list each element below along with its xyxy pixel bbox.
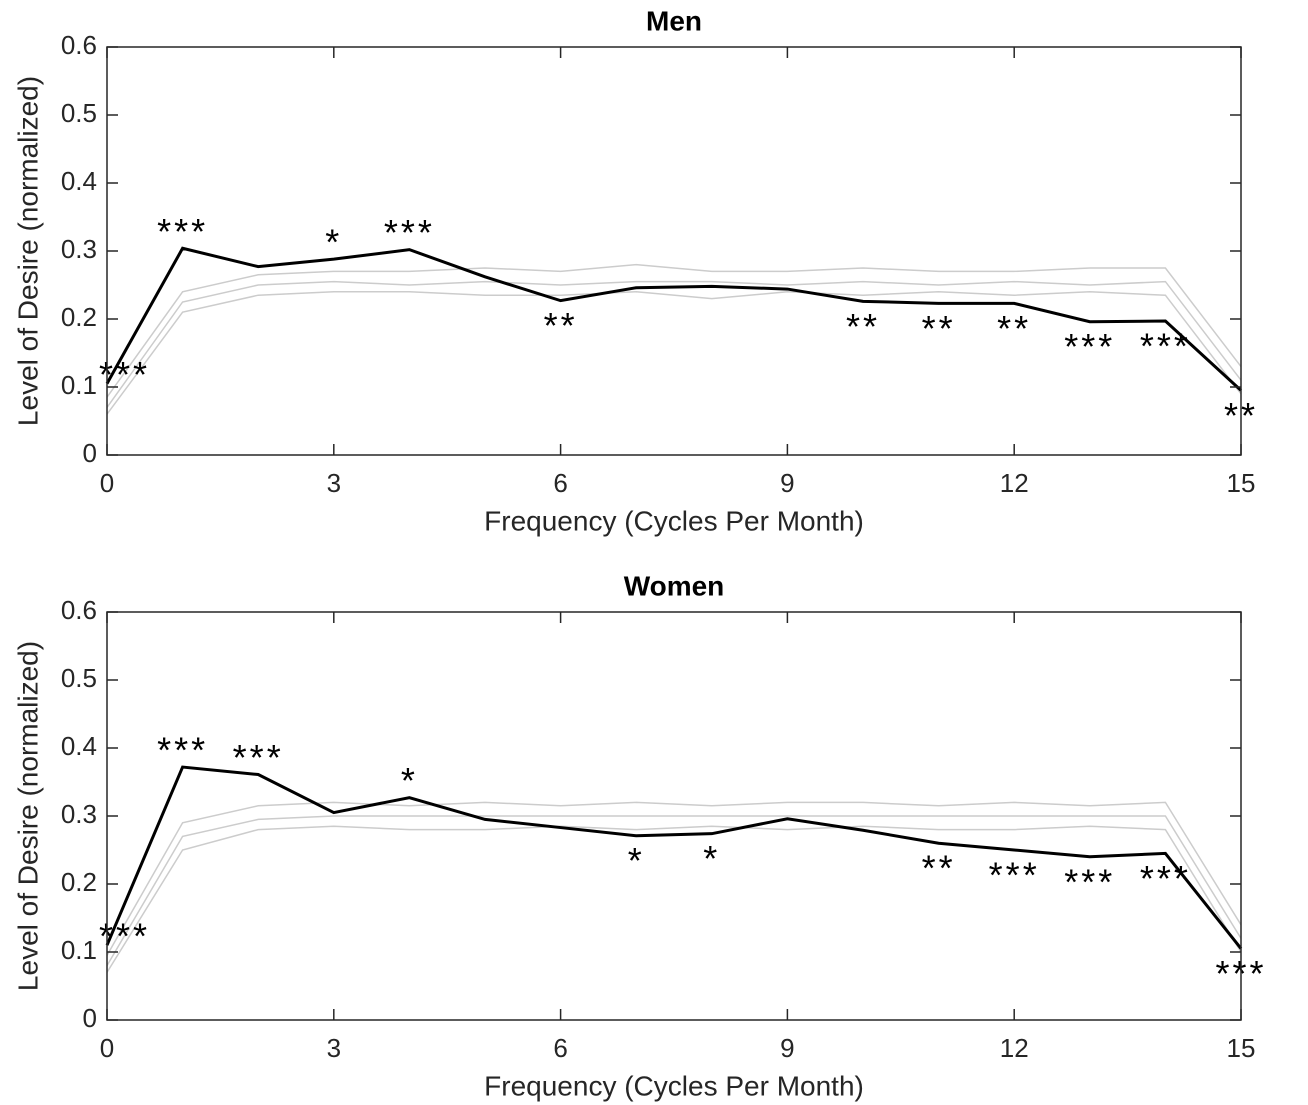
y-tick-label: 0.3 [61,234,97,264]
significance-label: ** [997,308,1031,349]
x-tick-label: 0 [100,1033,114,1063]
x-tick-label: 3 [327,1033,341,1063]
significance-label: *** [157,730,208,771]
y-axis-label: Level of Desire (normalized) [12,641,43,991]
chart-title: Men [646,5,702,36]
significance-label: * [703,838,720,879]
x-tick-label: 12 [1000,1033,1029,1063]
significance-label: *** [1215,953,1266,994]
significance-label: *** [384,212,435,253]
y-tick-label: 0.5 [61,663,97,693]
significance-label: * [401,760,418,801]
x-tick-label: 9 [780,1033,794,1063]
significance-label: *** [1064,326,1115,367]
significance-label: *** [1140,858,1191,899]
null-line [106,280,1242,408]
null-line [106,815,1242,966]
significance-label: ** [1224,395,1258,436]
y-tick-label: 0.3 [61,799,97,829]
x-tick-label: 6 [553,468,567,498]
x-axis-label: Frequency (Cycles Per Month) [484,505,864,536]
x-tick-label: 3 [327,468,341,498]
significance-label: * [628,840,645,881]
y-tick-label: 0.1 [61,370,97,400]
x-tick-label: 15 [1227,468,1256,498]
x-tick-label: 12 [1000,468,1029,498]
y-tick-label: 0.1 [61,935,97,965]
significance-label: *** [157,211,208,252]
y-tick-label: 0.5 [61,98,97,128]
significance-label: *** [989,855,1040,896]
data-line [105,246,1243,392]
null-line [106,825,1242,973]
significance-label: ** [922,848,956,889]
y-tick-label: 0.6 [61,595,97,625]
x-tick-label: 0 [100,468,114,498]
y-tick-label: 0 [83,1003,97,1033]
y-tick-label: 0.2 [61,302,97,332]
null-line [106,801,1242,956]
significance-label: *** [1140,326,1191,367]
y-tick-label: 0.4 [61,731,97,761]
significance-label: *** [1064,861,1115,902]
axes-box [106,46,1242,456]
y-tick-label: 0 [83,438,97,468]
x-tick-label: 15 [1227,1033,1256,1063]
y-tick-label: 0.4 [61,166,97,196]
x-tick-label: 6 [553,1033,567,1063]
significance-label: * [325,222,342,263]
null-line [106,291,1242,415]
null-line [106,263,1242,398]
significance-label: ** [544,305,578,346]
chart-title: Women [624,570,725,601]
x-tick-label: 9 [780,468,794,498]
significance-label: ** [922,308,956,349]
x-axis-label: Frequency (Cycles Per Month) [484,1070,864,1101]
y-axis-label: Level of Desire (normalized) [12,76,43,426]
data-line [105,765,1243,950]
significance-label: ** [846,306,880,347]
y-tick-label: 0.2 [61,867,97,897]
y-tick-label: 0.6 [61,30,97,60]
significance-label: *** [233,737,284,778]
